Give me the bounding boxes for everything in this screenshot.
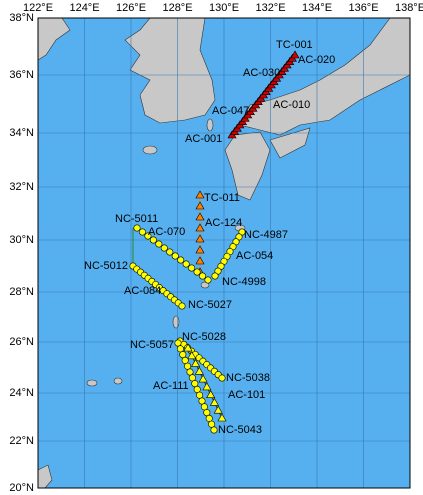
station-marker — [187, 351, 197, 360]
station-marker — [218, 374, 226, 382]
station-marker — [217, 413, 227, 422]
station-marker — [191, 380, 199, 388]
station-marker — [181, 356, 189, 364]
lat-label: 22°N — [9, 435, 34, 447]
station-marker — [193, 268, 201, 276]
station-marker — [191, 358, 201, 367]
station-label: NC-5038 — [226, 372, 270, 384]
lat-label: 24°N — [9, 387, 34, 399]
lon-label: 134°E — [302, 2, 332, 14]
station-marker — [194, 366, 204, 375]
station-marker — [193, 385, 201, 393]
station-marker — [209, 397, 219, 406]
station-marker — [149, 236, 157, 244]
station-marker — [179, 351, 187, 359]
station-marker — [174, 339, 182, 347]
station-marker — [138, 228, 146, 236]
station-marker — [144, 232, 152, 240]
station-marker — [206, 390, 216, 398]
station-label: AC-124 — [205, 217, 242, 229]
station-marker — [213, 405, 223, 414]
station-marker — [155, 240, 163, 248]
station-tracks — [129, 50, 300, 434]
lon-label: 126°E — [116, 2, 146, 14]
lat-label: 38°N — [9, 12, 34, 24]
station-label: AC-054 — [236, 250, 273, 262]
station-marker — [195, 234, 205, 243]
station-label: TC-011 — [204, 192, 240, 204]
station-marker — [166, 248, 174, 256]
station-marker — [188, 264, 196, 272]
station-marker — [195, 201, 205, 210]
track-line — [187, 347, 223, 419]
station-marker — [198, 374, 208, 383]
station-marker — [184, 362, 192, 370]
station-label: AC-084 — [124, 285, 161, 297]
station-marker — [186, 368, 194, 376]
station-marker — [203, 409, 211, 417]
station-label: AC-010 — [273, 99, 310, 111]
station-marker — [177, 256, 185, 264]
station-label: NC-5027 — [188, 299, 232, 311]
lat-label: 34°N — [9, 127, 34, 139]
station-label: NC-4998 — [222, 276, 266, 288]
lon-label: 138°E — [395, 2, 423, 14]
lon-label: 132°E — [255, 2, 285, 14]
station-marker — [290, 50, 300, 59]
station-label: NC-5012 — [84, 260, 128, 272]
station-marker — [204, 276, 212, 284]
station-marker — [202, 382, 212, 391]
station-label: NC-5043 — [218, 424, 262, 436]
station-marker — [178, 302, 186, 310]
station-marker — [133, 224, 141, 232]
station-labels: TC-001 AC-020 AC-030 AC-010 AC-047 AC-001 TC-0… — [84, 39, 335, 436]
station-marker — [210, 426, 218, 434]
station-marker — [200, 403, 208, 411]
station-marker — [176, 345, 184, 353]
station-marker — [182, 260, 190, 268]
station-marker — [199, 272, 207, 280]
lat-label: 26°N — [9, 336, 34, 348]
lat-label: 28°N — [9, 286, 34, 298]
lat-label: 20°N — [9, 482, 34, 494]
lat-label: 36°N — [9, 69, 34, 81]
station-marker — [205, 414, 213, 422]
station-label: AC-030 — [243, 67, 280, 79]
lon-label: 130°E — [209, 2, 239, 14]
station-label: AC-001 — [185, 133, 222, 145]
lon-label: 136°E — [348, 2, 378, 14]
station-marker — [195, 245, 205, 254]
station-marker — [195, 256, 205, 265]
station-label: NC-5028 — [182, 331, 226, 343]
station-marker — [171, 252, 179, 260]
land — [37, 17, 411, 489]
station-label: AC-111 — [153, 380, 189, 392]
graticule — [38, 18, 410, 488]
station-label: AC-047 — [212, 105, 249, 117]
station-label: TC-001 — [276, 39, 313, 51]
station-marker — [198, 397, 206, 405]
lon-label: 124°E — [69, 2, 99, 14]
lon-label: 122°E — [23, 2, 53, 14]
lon-label: 128°E — [162, 2, 192, 14]
station-label: NC-5057 — [130, 339, 174, 351]
station-label: AC-101 — [228, 389, 265, 401]
station-marker — [196, 391, 204, 399]
station-marker — [160, 244, 168, 252]
station-label: NC-4987 — [244, 229, 288, 241]
lat-label: 32°N — [9, 181, 34, 193]
station-marker — [195, 212, 205, 221]
station-marker — [211, 272, 219, 280]
station-marker — [188, 374, 196, 382]
station-marker — [195, 223, 205, 232]
station-label: AC-070 — [148, 226, 185, 238]
station-label: AC-020 — [298, 54, 335, 66]
lat-label: 30°N — [9, 234, 34, 246]
map-frame — [37, 17, 411, 489]
station-marker — [195, 190, 205, 199]
station-marker — [208, 420, 216, 428]
station-label: NC-5011 — [115, 213, 158, 225]
station-marker — [183, 343, 193, 352]
